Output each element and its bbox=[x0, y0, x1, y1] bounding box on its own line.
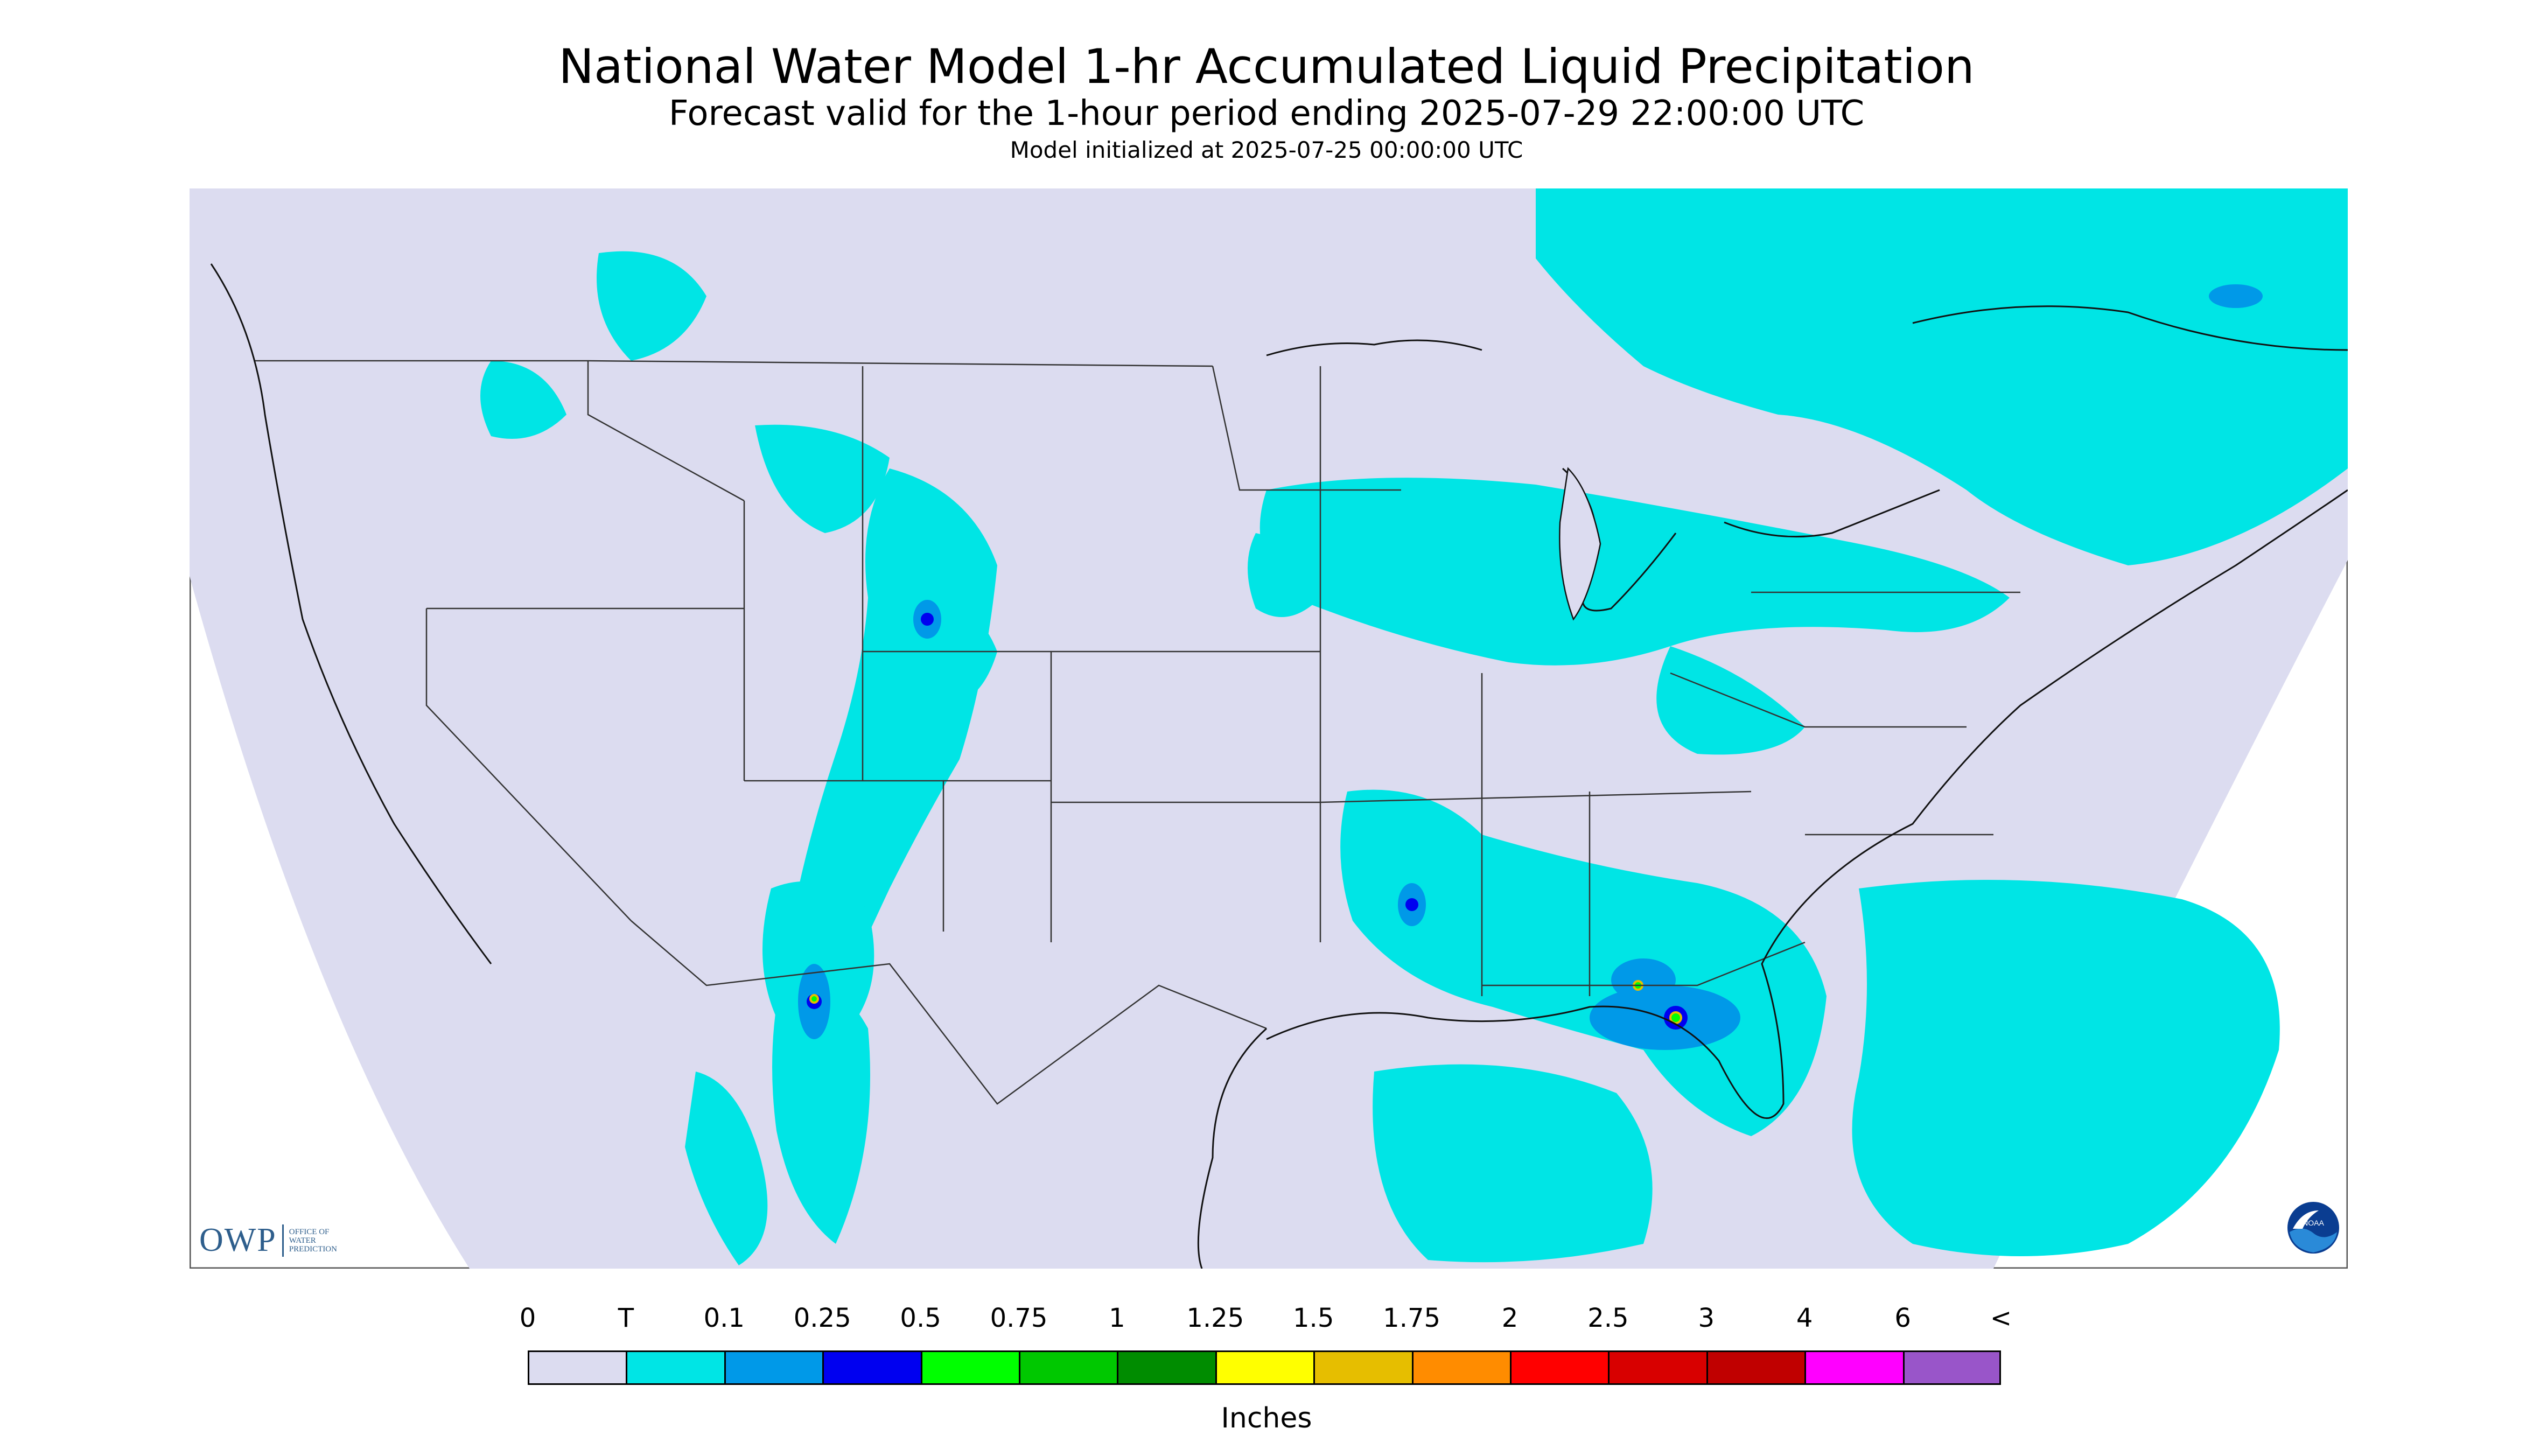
owp-logo: OWP OFFICE OF WATER PREDICTION bbox=[199, 1221, 337, 1259]
montana-rain bbox=[755, 424, 890, 533]
arizona-intense-core bbox=[809, 994, 819, 1004]
legend-tick-label: T bbox=[618, 1303, 634, 1333]
legend-swatch bbox=[1608, 1350, 1706, 1385]
legend-tick-label: 2.5 bbox=[1587, 1303, 1629, 1333]
legend-swatch bbox=[724, 1350, 823, 1385]
legend-tick-label: 6 bbox=[1894, 1303, 1911, 1333]
legend-tick-label: 4 bbox=[1796, 1303, 1813, 1333]
legend-swatch bbox=[1313, 1350, 1412, 1385]
legend-swatch bbox=[1117, 1350, 1215, 1385]
legend-swatch bbox=[920, 1350, 1019, 1385]
gulf-coast-rain bbox=[1340, 789, 1827, 1136]
legend-tick-label: < bbox=[1990, 1303, 2012, 1333]
colorado-east-rain bbox=[926, 606, 997, 705]
great-lakes-rain bbox=[1259, 478, 2010, 666]
minnesota-rain bbox=[1248, 533, 1320, 617]
atlantic-rain bbox=[1852, 880, 2280, 1256]
florida-intense-core bbox=[1669, 1011, 1682, 1024]
precip-light-areas bbox=[480, 188, 2348, 1265]
noaa-seal-text: NOAA bbox=[2303, 1219, 2324, 1227]
legend-tick-label: 1.75 bbox=[1383, 1303, 1441, 1333]
legend-units: Inches bbox=[1221, 1402, 1312, 1434]
legend-tick-label: 0.75 bbox=[990, 1303, 1048, 1333]
map-title: National Water Model 1-hr Accumulated Li… bbox=[558, 39, 1975, 94]
quebec-storm-moderate bbox=[2209, 284, 2263, 308]
forecast-valid-subtitle: Forecast valid for the 1-hour period end… bbox=[668, 94, 1865, 134]
legend-swatch bbox=[1411, 1350, 1510, 1385]
owp-logo-text: OFFICE OF WATER PREDICTION bbox=[289, 1227, 337, 1254]
lake-michigan bbox=[1559, 467, 1601, 621]
legend-swatch bbox=[822, 1350, 921, 1385]
model-init-line: Model initialized at 2025-07-25 00:00:00… bbox=[1010, 137, 1523, 163]
legend-swatch bbox=[1510, 1350, 1608, 1385]
colorado-storm-core bbox=[921, 613, 934, 626]
gulf-offshore-rain bbox=[1373, 1064, 1653, 1263]
canada-east-rain bbox=[1536, 188, 2348, 565]
northeast-rain bbox=[1656, 646, 1805, 755]
owp-logo-letters: OWP bbox=[199, 1222, 277, 1258]
legend-swatch bbox=[1215, 1350, 1314, 1385]
louisiana-storm-core bbox=[1405, 898, 1418, 911]
mexico-rain bbox=[685, 1072, 768, 1265]
legend-swatch bbox=[528, 1350, 626, 1385]
legend-tick-label: 0.5 bbox=[900, 1303, 941, 1333]
legend-swatch bbox=[1019, 1350, 1117, 1385]
legend-tick-label: 3 bbox=[1698, 1303, 1715, 1333]
legend-swatch bbox=[1706, 1350, 1805, 1385]
owp-logo-divider bbox=[282, 1224, 284, 1257]
legend-swatch bbox=[1804, 1350, 1903, 1385]
state-borders bbox=[254, 360, 2020, 1105]
georgia-storm-moderate bbox=[1611, 958, 1676, 1002]
legend-tick-label: 0.1 bbox=[703, 1303, 745, 1333]
arizona-rain bbox=[772, 974, 870, 1244]
legend-tick-label: 1.5 bbox=[1293, 1303, 1334, 1333]
precipitation-map bbox=[190, 188, 2348, 1269]
idaho-rain bbox=[480, 361, 566, 439]
legend-tick-label: 1 bbox=[1109, 1303, 1125, 1333]
precip-intense-cores bbox=[809, 980, 1682, 1024]
legend-swatch bbox=[626, 1350, 724, 1385]
legend-swatch bbox=[1902, 1350, 2001, 1385]
legend-tick-label: 2 bbox=[1501, 1303, 1519, 1333]
noaa-seal-icon: NOAA bbox=[2287, 1202, 2339, 1254]
legend-tick-label: 0 bbox=[519, 1303, 536, 1333]
legend-tick-label: 0.25 bbox=[793, 1303, 851, 1333]
legend-tick-label: 1.25 bbox=[1186, 1303, 1244, 1333]
canada-west-rain bbox=[597, 251, 706, 361]
